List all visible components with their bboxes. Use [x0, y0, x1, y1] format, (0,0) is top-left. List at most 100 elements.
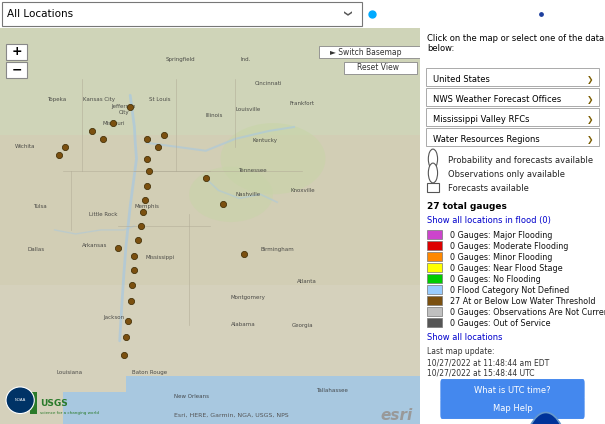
Text: Memphis: Memphis [134, 204, 160, 209]
Bar [425, 108, 600, 126]
Bar [0, 20, 420, 139]
Text: Atlanta: Atlanta [296, 279, 316, 284]
Text: 0 Gauges: Moderate Flooding: 0 Gauges: Moderate Flooding [450, 242, 568, 251]
Text: 0 Gauges: Near Flood Stage: 0 Gauges: Near Flood Stage [450, 264, 562, 273]
Bar [427, 307, 442, 316]
Text: Jackson: Jackson [103, 315, 124, 320]
Text: 10/27/2022 at 11:48:44 am EDT: 10/27/2022 at 11:48:44 am EDT [427, 358, 550, 367]
Text: New Orleans: New Orleans [174, 394, 209, 399]
Bar [427, 241, 442, 250]
Bar [63, 392, 420, 424]
Circle shape [6, 387, 34, 413]
Text: Water Resources Regions: Water Resources Regions [433, 135, 540, 144]
Text: River Forecasts: River Forecasts [552, 9, 605, 19]
Text: Show all locations: Show all locations [427, 333, 503, 342]
Bar [126, 377, 420, 424]
Text: Illinois: Illinois [206, 113, 223, 117]
Bar [30, 392, 36, 414]
Text: Tulsa: Tulsa [33, 204, 47, 209]
Text: ► Switch Basemap: ► Switch Basemap [330, 47, 401, 57]
Text: Dallas: Dallas [27, 247, 44, 252]
Text: USGS: USGS [40, 399, 68, 408]
Text: Little Rock: Little Rock [89, 212, 117, 217]
Text: Kansas City: Kansas City [83, 97, 115, 102]
Text: Esri, HERE, Garmin, NGA, USGS, NPS: Esri, HERE, Garmin, NGA, USGS, NPS [174, 413, 289, 418]
Text: Forecasts available: Forecasts available [448, 184, 529, 193]
Text: All Locations: All Locations [7, 9, 73, 19]
Bar [425, 128, 600, 146]
Text: Georgia: Georgia [292, 323, 313, 327]
Text: What is UTC time?: What is UTC time? [474, 386, 551, 395]
Bar [31, 392, 86, 416]
Text: Louisiana: Louisiana [56, 370, 82, 375]
Bar [6, 44, 27, 60]
Text: −: − [11, 63, 22, 76]
Text: 0 Gauges: Major Flooding: 0 Gauges: Major Flooding [450, 231, 552, 240]
Text: Click on the map or select one of the data views
below:: Click on the map or select one of the da… [427, 34, 605, 53]
Text: Probability and forecasts available: Probability and forecasts available [448, 156, 593, 165]
Text: Observations only available: Observations only available [448, 170, 564, 179]
Text: Missouri: Missouri [102, 120, 125, 126]
Text: 27 total gauges: 27 total gauges [427, 202, 507, 211]
Bar [427, 274, 442, 283]
Text: Kentucky: Kentucky [252, 138, 277, 143]
Text: NWS Weather Forecast Offices: NWS Weather Forecast Offices [433, 95, 561, 104]
Text: Frankfort: Frankfort [290, 101, 315, 106]
Text: esri: esri [381, 408, 413, 423]
Text: 0 Gauges: Minor Flooding: 0 Gauges: Minor Flooding [450, 253, 552, 262]
Text: +: + [11, 45, 22, 58]
Text: River Observations: River Observations [383, 9, 482, 19]
Text: Map Help: Map Help [492, 404, 532, 413]
Bar [427, 230, 442, 239]
Text: Arkansas: Arkansas [82, 243, 107, 248]
Bar [0, 285, 420, 424]
Text: Topeka: Topeka [47, 97, 67, 102]
Text: Knoxville: Knoxville [290, 188, 315, 193]
Text: Show all locations in flood (0): Show all locations in flood (0) [427, 216, 551, 225]
Text: 0 Gauges: No Flooding: 0 Gauges: No Flooding [450, 275, 540, 284]
Text: Tennessee: Tennessee [238, 168, 266, 173]
Bar [427, 252, 442, 261]
Text: Alabama: Alabama [231, 323, 256, 327]
Text: Baton Rouge: Baton Rouge [131, 370, 166, 375]
Text: Cincinnati: Cincinnati [255, 81, 283, 86]
Text: Nashville: Nashville [235, 192, 260, 197]
Text: Last map update:: Last map update: [427, 347, 495, 356]
Text: Reset View: Reset View [357, 64, 399, 73]
Text: Birmingham: Birmingham [260, 247, 294, 252]
Bar [427, 285, 442, 294]
Text: Jefferson
City: Jefferson City [112, 104, 136, 114]
Bar [319, 46, 420, 59]
Text: 27 At or Below Low Water Threshold: 27 At or Below Low Water Threshold [450, 297, 595, 306]
Circle shape [523, 413, 568, 424]
Text: ❯: ❯ [586, 75, 593, 84]
FancyBboxPatch shape [440, 397, 584, 419]
Text: Montgomery: Montgomery [231, 295, 265, 300]
Text: St Louis: St Louis [149, 97, 171, 102]
Bar [344, 62, 417, 74]
Text: Tallahassee: Tallahassee [316, 388, 348, 393]
Text: ❯: ❯ [342, 11, 351, 17]
Text: 10/27/2022 at 15:48:44 UTC: 10/27/2022 at 15:48:44 UTC [427, 369, 535, 378]
Bar [425, 88, 600, 106]
Text: Springfield: Springfield [166, 57, 195, 62]
Bar [427, 263, 442, 272]
Circle shape [428, 163, 437, 183]
Text: 0 Flood Category Not Defined: 0 Flood Category Not Defined [450, 286, 569, 295]
Text: ❯: ❯ [586, 95, 593, 104]
Bar [427, 296, 442, 305]
Text: ❯: ❯ [586, 135, 593, 144]
Text: science for a changing world: science for a changing world [40, 411, 99, 415]
Ellipse shape [220, 123, 325, 194]
Bar [6, 61, 27, 78]
Bar [427, 318, 442, 327]
Text: Mississippi: Mississippi [145, 255, 174, 260]
Bar [425, 68, 600, 86]
Ellipse shape [189, 167, 273, 222]
Text: NOAA: NOAA [15, 398, 26, 402]
Text: Ind.: Ind. [241, 57, 251, 62]
Bar [0, 135, 420, 285]
Text: United States: United States [433, 75, 490, 84]
Text: Louisville: Louisville [235, 107, 260, 112]
FancyBboxPatch shape [440, 379, 584, 401]
